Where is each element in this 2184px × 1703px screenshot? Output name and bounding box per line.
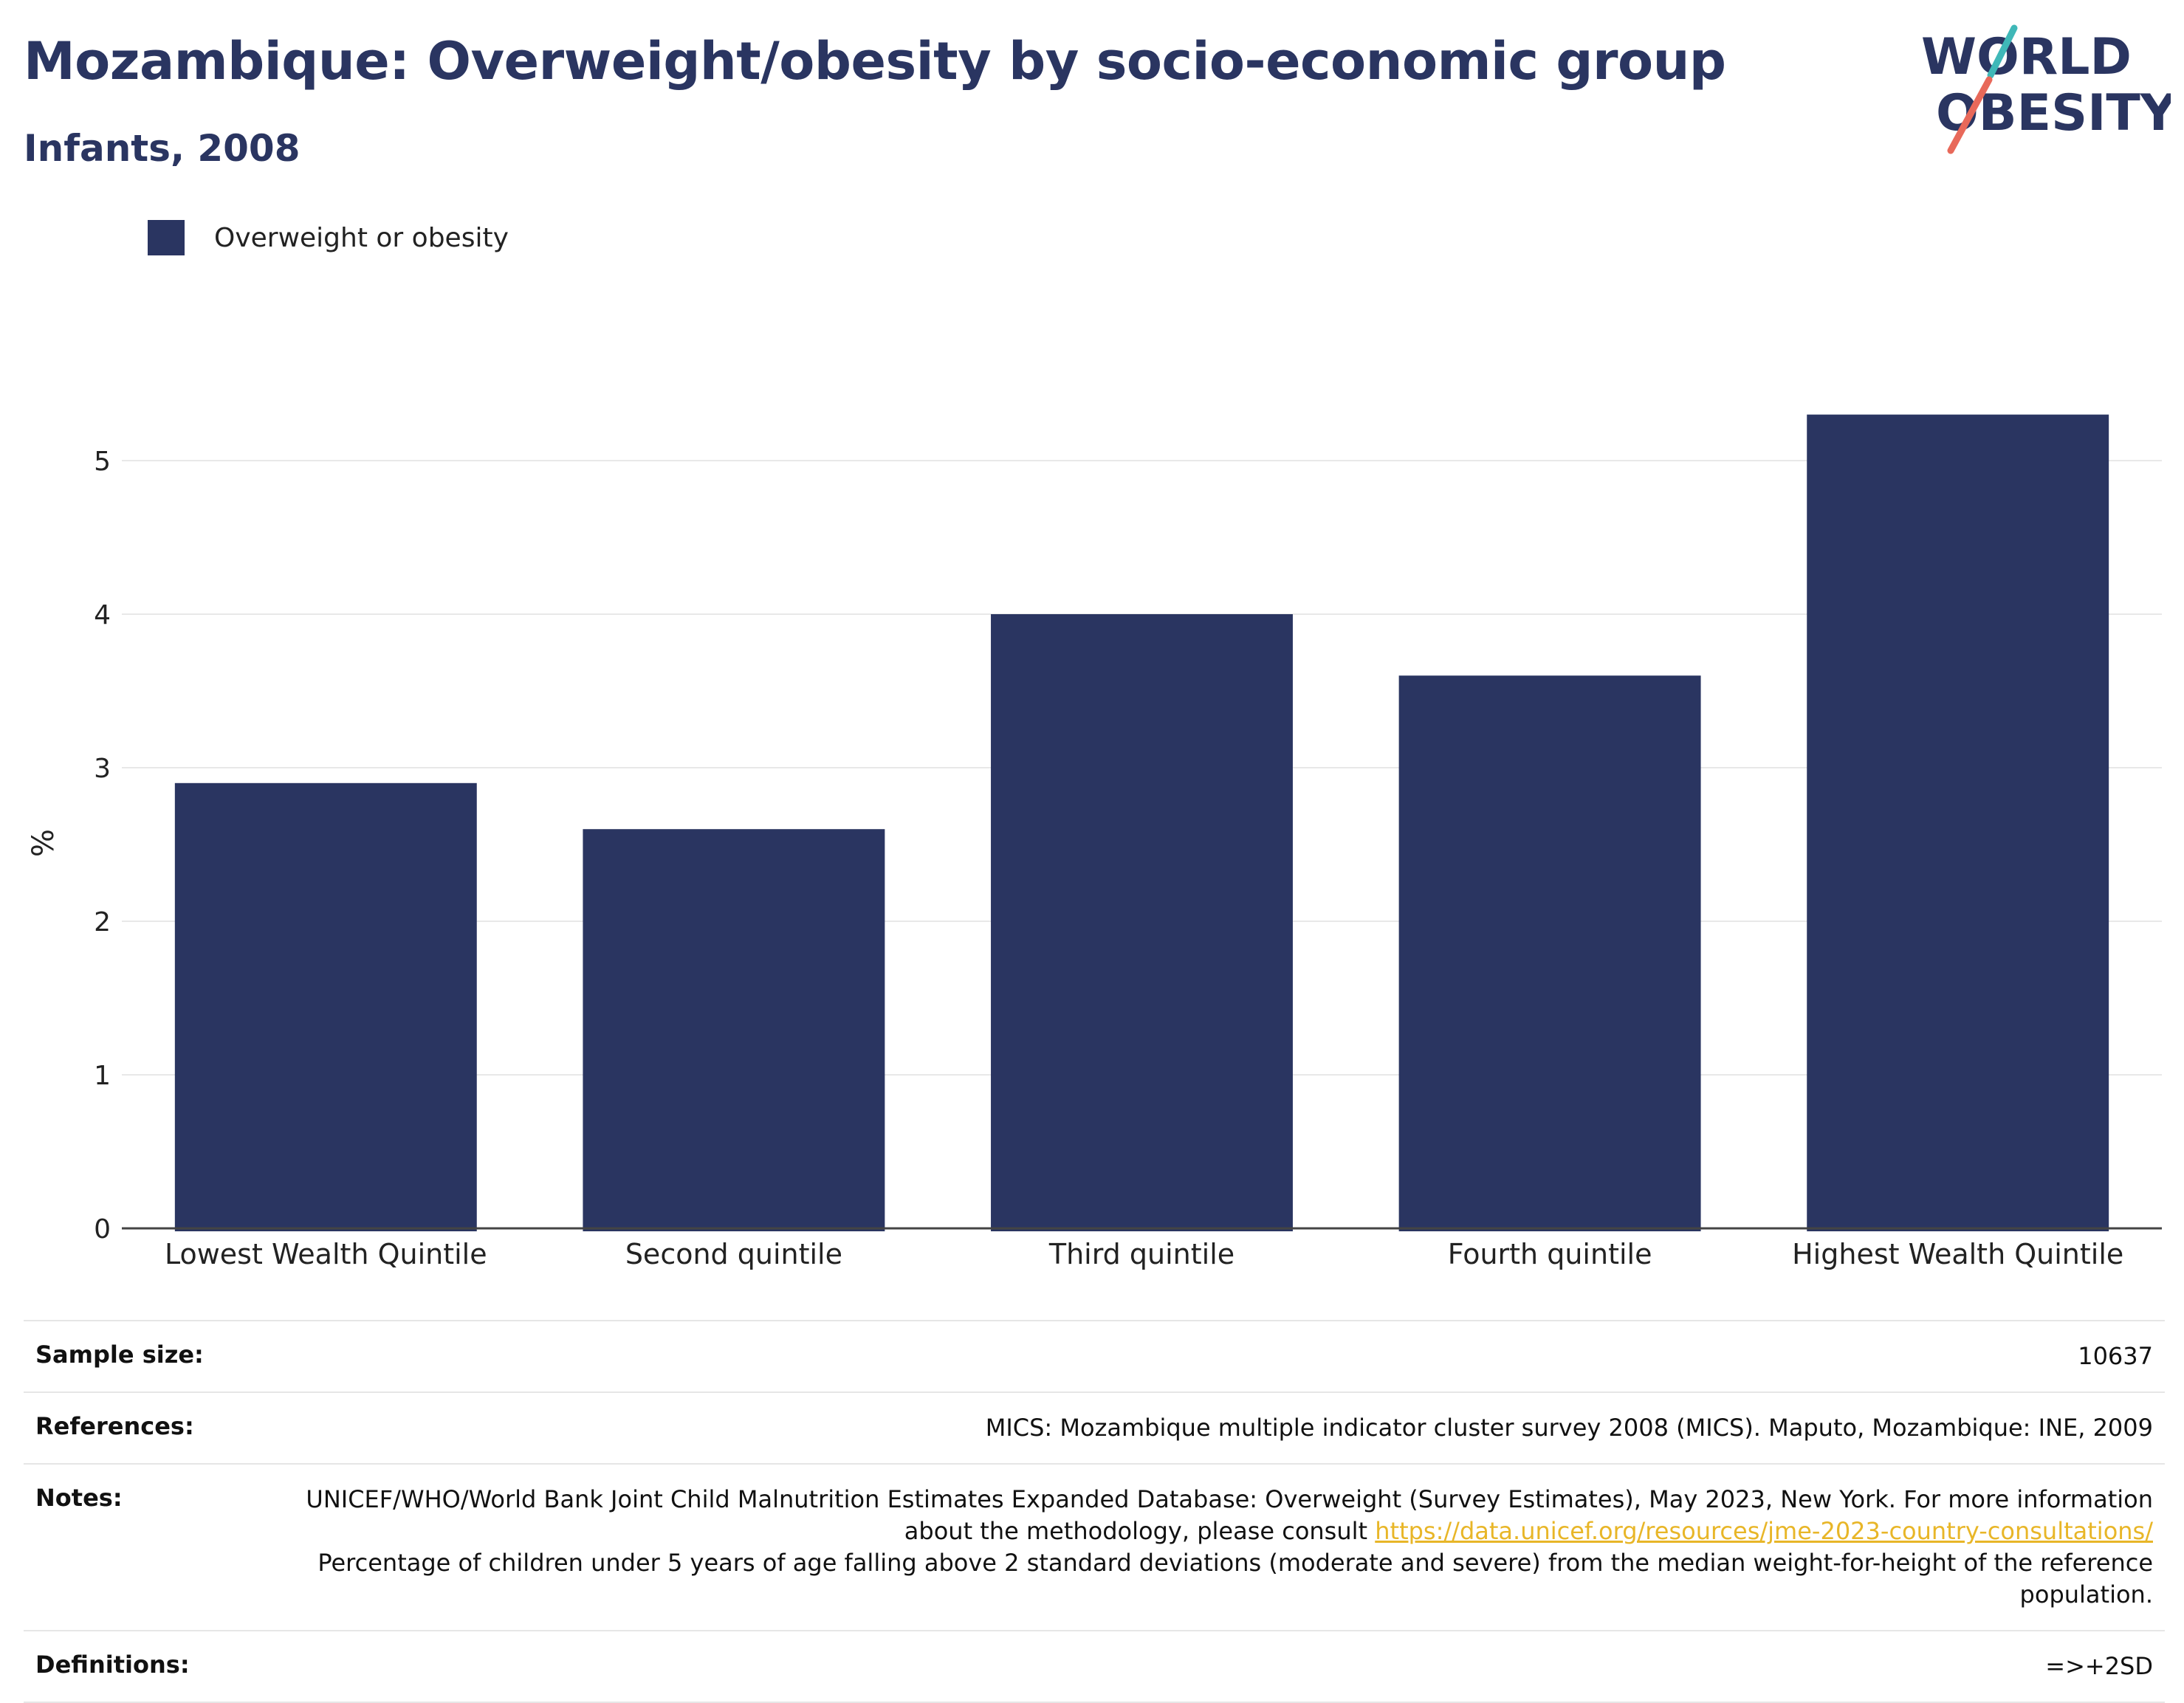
sample-size-row: Sample size: 10637	[24, 1320, 2165, 1391]
y-tick-label: 0	[94, 1214, 111, 1245]
chart-subtitle: Infants, 2008	[24, 127, 301, 170]
x-tick-label: Third quintile	[1048, 1238, 1234, 1270]
notes-value: UNICEF/WHO/World Bank Joint Child Malnut…	[257, 1484, 2153, 1611]
logo-slash-teal	[1987, 24, 2018, 79]
notes-link[interactable]: https://data.unicef.org/resources/jme-20…	[1375, 1517, 2153, 1545]
y-tick-label: 3	[94, 754, 111, 784]
bar-chart: 0 1 2 3 4 5% Lowest Wealth Quintile Second quin…	[27, 414, 2162, 1270]
x-tick-label: Lowest Wealth Quintile	[165, 1238, 487, 1270]
x-tick-label: Second quintile	[625, 1238, 842, 1270]
notes-text-1: UNICEF/WHO/World Bank Joint Child Malnut…	[306, 1485, 2153, 1545]
notes-text-2: Percentage of children under 5 years of …	[317, 1549, 2153, 1609]
legend-label: Overweight or obesity	[214, 222, 509, 253]
y-tick-label: 2	[94, 907, 111, 937]
x-tick-label: Highest Wealth Quintile	[1792, 1238, 2123, 1270]
definitions-label: Definitions:	[35, 1651, 190, 1679]
sample-size-value: 10637	[2078, 1342, 2153, 1370]
notes-row: Notes: UNICEF/WHO/World Bank Joint Child…	[24, 1463, 2165, 1630]
definitions-value: =>+2SD	[2045, 1652, 2153, 1680]
y-axis-label: %	[27, 829, 61, 857]
y-tick-label: 4	[94, 600, 111, 630]
world-obesity-logo: WORLD OBESITY	[1921, 24, 2171, 154]
bar	[991, 614, 1293, 1231]
chart-title: Mozambique: Overweight/obesity by socio-…	[24, 31, 1726, 92]
bar	[1398, 675, 1701, 1231]
x-tick-label: Fourth quintile	[1448, 1238, 1652, 1270]
logo-text-world: WORLD	[1921, 28, 2132, 86]
bar	[1807, 414, 2109, 1231]
metadata-table: Sample size: 10637 References: MICS: Moz…	[24, 1320, 2165, 1703]
references-value: MICS: Mozambique multiple indicator clus…	[985, 1414, 2153, 1442]
logo-text-obesity: OBESITY	[1936, 84, 2171, 142]
bar	[174, 782, 477, 1231]
y-tick-label: 5	[94, 447, 111, 477]
logo-slash-coral	[1947, 76, 1993, 154]
references-row: References: MICS: Mozambique multiple in…	[24, 1391, 2165, 1463]
notes-label: Notes:	[35, 1484, 123, 1512]
references-label: References:	[35, 1412, 194, 1440]
y-tick-label: 1	[94, 1061, 111, 1091]
sample-size-label: Sample size:	[35, 1341, 204, 1369]
definitions-row: Definitions: =>+2SD	[24, 1630, 2165, 1703]
legend-swatch	[148, 220, 185, 255]
bar	[583, 829, 885, 1231]
chart-legend: Overweight or obesity	[148, 220, 509, 255]
